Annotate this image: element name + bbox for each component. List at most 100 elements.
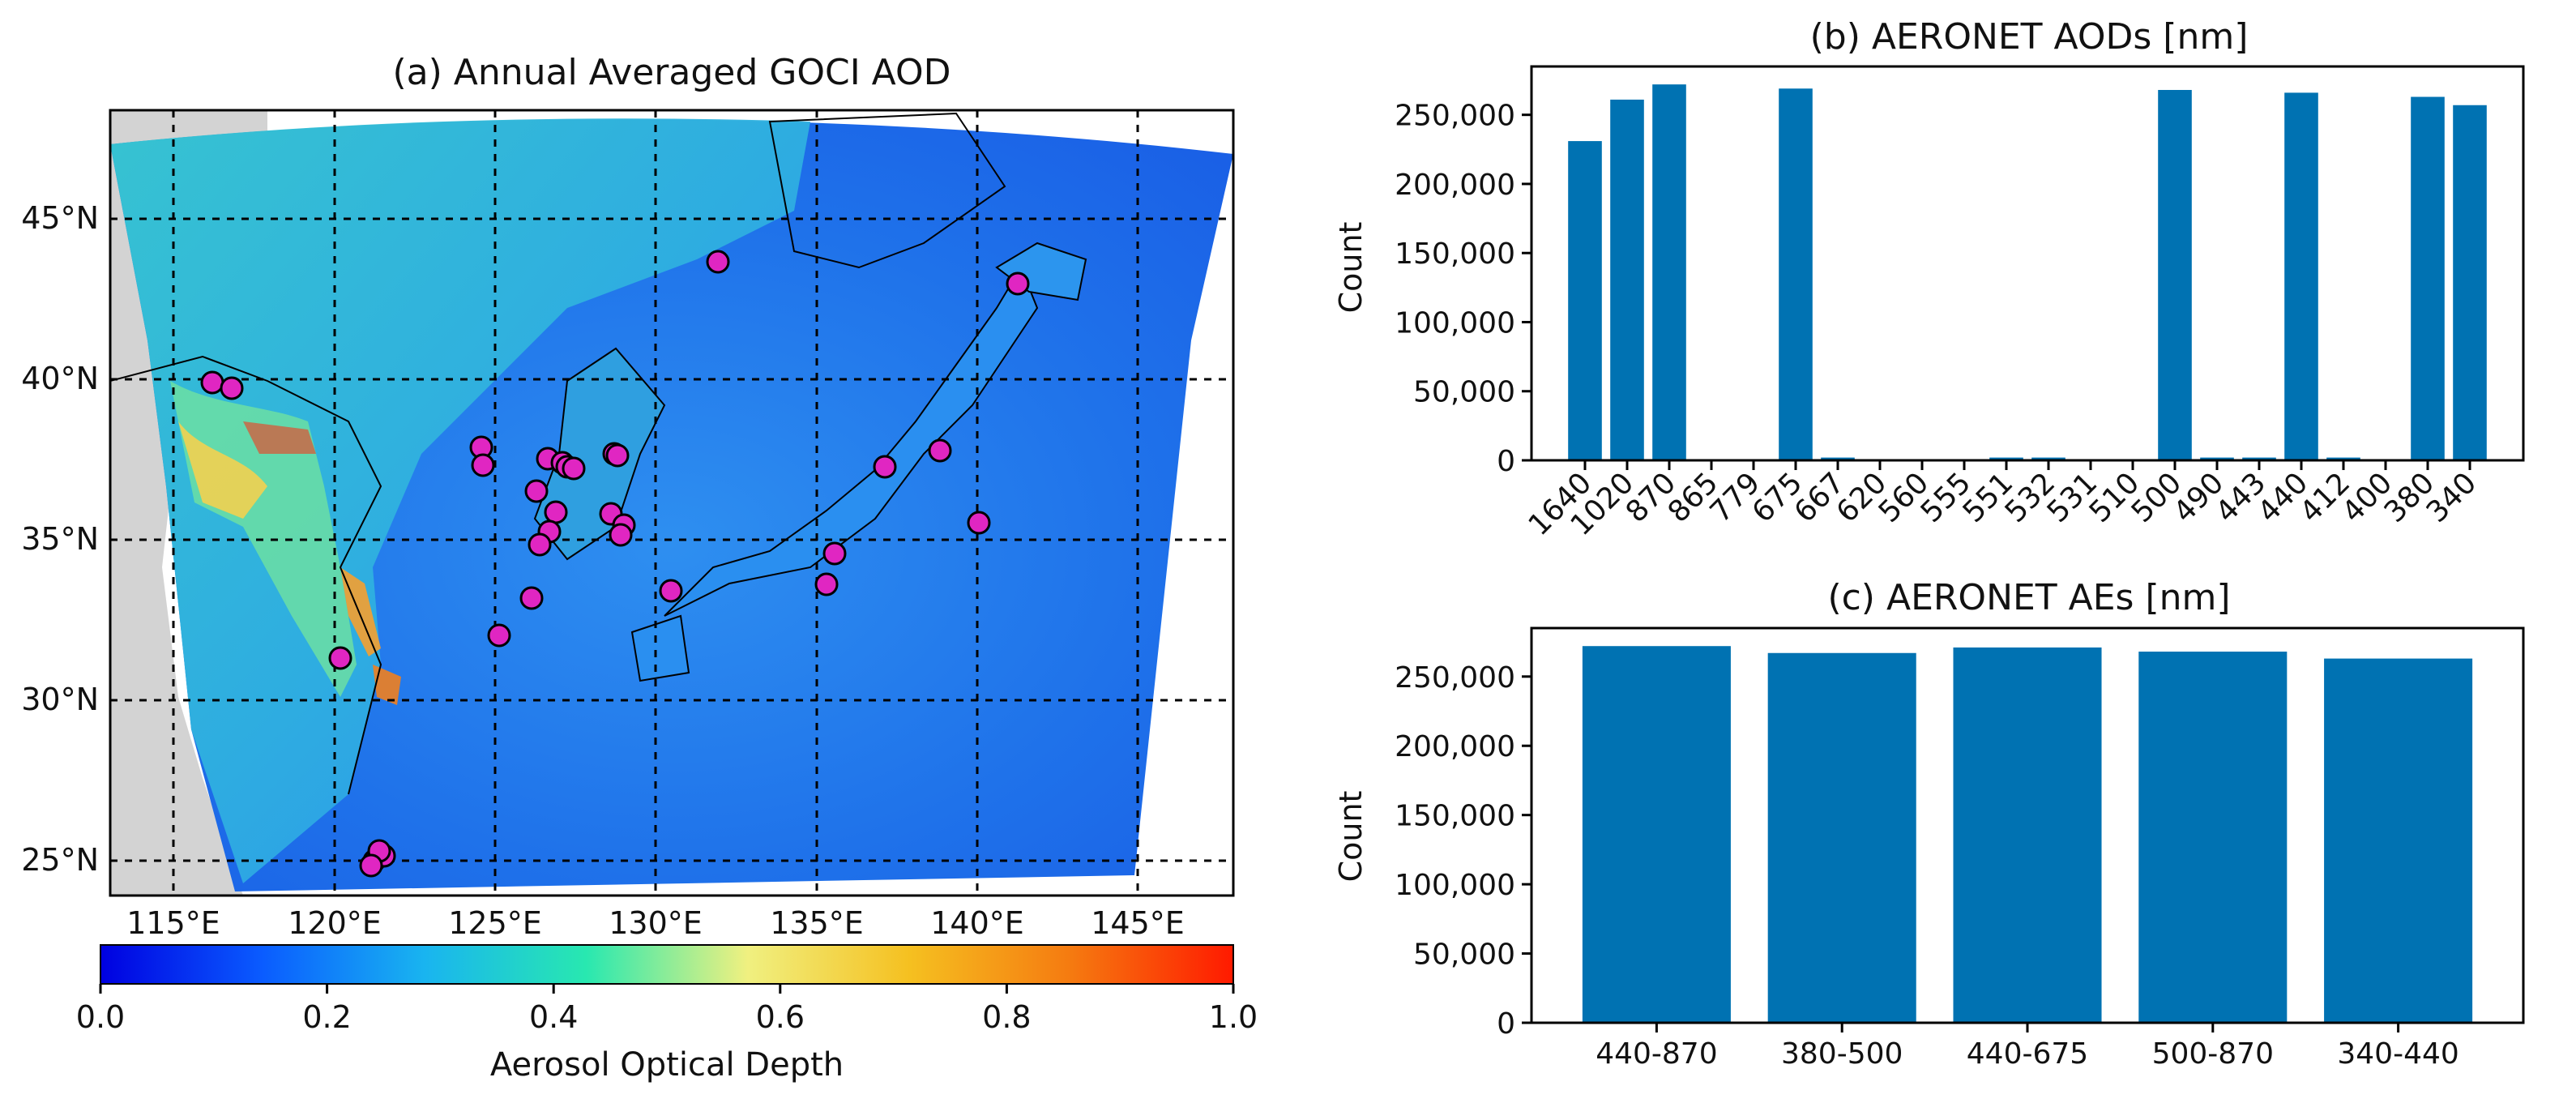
chart-c-ylabel: Count bbox=[1333, 791, 1369, 883]
kyushu-outline bbox=[630, 614, 690, 682]
lat-label: 25°N bbox=[21, 842, 99, 878]
station-marker bbox=[471, 453, 495, 477]
colorbar-tick-label: 1.0 bbox=[1209, 999, 1258, 1035]
x-tick-label: 440-870 bbox=[1596, 1037, 1717, 1071]
x-tick-label: 340-440 bbox=[2337, 1037, 2459, 1071]
x-tick-label: 380-500 bbox=[1781, 1037, 1903, 1071]
chart-b-xticks: 1640102087086577967566762056055555153253… bbox=[1523, 460, 2484, 542]
lon-label: 130°E bbox=[609, 905, 703, 941]
bar-1020 bbox=[1610, 99, 1644, 460]
station-marker bbox=[519, 586, 544, 610]
bar-340-440 bbox=[2324, 658, 2473, 1023]
high-aod-patch-1 bbox=[178, 421, 267, 519]
station-marker bbox=[487, 623, 511, 648]
chart-c-yticks: 0 50,000 100,000 150,000 200,000 250,000 bbox=[1395, 661, 1532, 1041]
chart-b-bars bbox=[1568, 84, 2487, 461]
bar-380-500 bbox=[1767, 652, 1916, 1023]
chart-b-title: (b) AERONET AODs [nm] bbox=[1810, 16, 2249, 58]
chart-b-ylabel: Count bbox=[1333, 222, 1369, 314]
colorbar-label: Aerosol Optical Depth bbox=[490, 1046, 844, 1084]
colorbar-tick-label: 0.2 bbox=[302, 999, 351, 1035]
y-tick-label: 100,000 bbox=[1395, 306, 1515, 340]
lat-label: 30°N bbox=[21, 682, 99, 717]
station-marker bbox=[524, 479, 549, 503]
lon-label: 135°E bbox=[770, 905, 864, 941]
aeronet-stations bbox=[200, 250, 1030, 878]
y-tick-label: 150,000 bbox=[1395, 800, 1515, 833]
station-marker bbox=[1006, 271, 1030, 296]
station-marker bbox=[967, 511, 991, 535]
lon-label: 120°E bbox=[288, 905, 382, 941]
map-gridlines bbox=[110, 110, 1233, 896]
colorbar-tick-label: 0.0 bbox=[76, 999, 125, 1035]
bar-440-870 bbox=[1582, 646, 1731, 1023]
chart-b-yticks: 0 50,000 100,000 150,000 200,000 250,000 bbox=[1395, 100, 1532, 478]
bar-500-870 bbox=[2138, 652, 2288, 1023]
bar-870 bbox=[1652, 84, 1686, 460]
chart-c-bars bbox=[1582, 646, 2473, 1023]
bar-667 bbox=[1821, 457, 1855, 460]
y-tick-label: 250,000 bbox=[1395, 100, 1515, 133]
station-marker bbox=[609, 523, 633, 547]
map-title: (a) Annual Averaged GOCI AOD bbox=[392, 52, 951, 93]
bar-490 bbox=[2200, 457, 2234, 460]
ae-pair-chart: (c) AERONET AEs [nm] Count 0 50,000 100,00… bbox=[1333, 577, 2525, 1071]
station-marker bbox=[928, 438, 952, 463]
y-tick-label: 200,000 bbox=[1395, 169, 1515, 202]
station-marker bbox=[200, 370, 224, 395]
coastline-north bbox=[768, 112, 1006, 269]
station-marker bbox=[659, 579, 683, 603]
x-tick-label: 340 bbox=[2420, 466, 2484, 529]
coastline-china bbox=[110, 355, 382, 795]
station-marker bbox=[605, 443, 630, 468]
high-aod-patch-4 bbox=[243, 421, 316, 454]
high-aod-patch-3 bbox=[373, 665, 401, 705]
station-marker bbox=[873, 455, 897, 479]
bar-500 bbox=[2158, 89, 2192, 460]
y-tick-label: 0 bbox=[1497, 1007, 1515, 1041]
bar-440 bbox=[2284, 92, 2318, 461]
station-marker bbox=[706, 250, 730, 274]
bar-380 bbox=[2411, 96, 2445, 460]
y-tick-label: 250,000 bbox=[1395, 661, 1515, 695]
station-marker bbox=[220, 376, 244, 400]
bar-1640 bbox=[1568, 141, 1602, 460]
station-marker bbox=[528, 532, 552, 557]
y-tick-label: 200,000 bbox=[1395, 730, 1515, 763]
lon-label: 115°E bbox=[126, 905, 220, 941]
lon-label: 145°E bbox=[1091, 905, 1185, 941]
colorbar-gradient bbox=[100, 944, 1234, 985]
lat-label: 40°N bbox=[21, 361, 99, 396]
bar-440-675 bbox=[1953, 647, 2102, 1023]
station-marker bbox=[822, 541, 847, 566]
x-tick-label: 440-675 bbox=[1967, 1037, 2088, 1071]
bar-412 bbox=[2326, 457, 2360, 460]
chart-b-frame bbox=[1530, 65, 2525, 462]
colorbar-tick-label: 0.8 bbox=[982, 999, 1031, 1035]
bar-675 bbox=[1779, 88, 1813, 460]
continent-aod bbox=[110, 118, 810, 884]
aod-wavelength-chart: (b) AERONET AODs [nm] Count 0 50,000 100,0… bbox=[1333, 16, 2525, 542]
y-tick-label: 150,000 bbox=[1395, 237, 1515, 271]
station-marker bbox=[544, 500, 568, 524]
chart-c-title: (c) AERONET AEs [nm] bbox=[1827, 577, 2230, 618]
bar-551 bbox=[1989, 457, 2023, 460]
lon-label: 140°E bbox=[930, 905, 1024, 941]
station-marker bbox=[328, 646, 352, 670]
station-marker bbox=[814, 572, 839, 596]
colorbar: 0.0 0.2 0.4 0.6 0.8 1.0 Aerosol Optical Depth bbox=[76, 944, 1258, 1084]
colorbar-tick-label: 0.6 bbox=[756, 999, 805, 1035]
aod-map bbox=[110, 110, 1233, 896]
bar-340 bbox=[2453, 105, 2487, 460]
lon-label: 125°E bbox=[448, 905, 542, 941]
bar-532 bbox=[2031, 457, 2065, 460]
chart-c-xticks: 440-870 380-500 440-675 500-870 340-440 bbox=[1596, 1023, 2459, 1071]
aod-map-panel: (a) Annual Averaged GOCI AOD bbox=[21, 52, 1258, 1084]
x-tick-label: 500-870 bbox=[2152, 1037, 2274, 1071]
lat-label: 35°N bbox=[21, 521, 99, 557]
station-marker bbox=[359, 853, 383, 878]
bar-443 bbox=[2242, 457, 2276, 460]
chart-c-frame bbox=[1530, 626, 2525, 1024]
y-tick-label: 50,000 bbox=[1413, 376, 1515, 409]
